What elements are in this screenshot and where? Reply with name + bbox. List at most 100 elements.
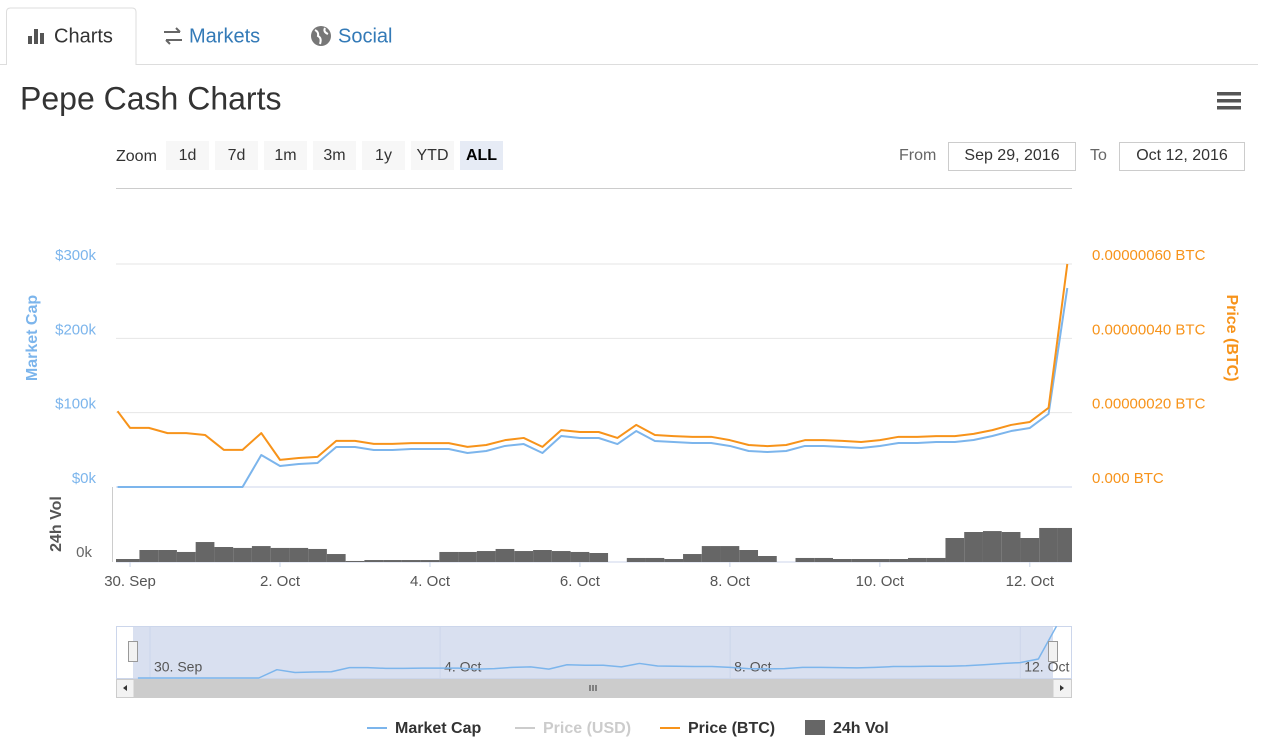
series-line — [116, 263, 1069, 461]
zoom-button-label[interactable]: 1y — [375, 147, 392, 164]
y-tick-label: $200k — [55, 321, 96, 338]
zoom-button[interactable] — [460, 141, 503, 170]
volume-bar — [383, 560, 402, 562]
x-tick-label: 10. Oct — [856, 573, 905, 590]
zoom-button-label[interactable]: 3m — [323, 147, 345, 164]
y2-tick-label: 0.000 BTC — [1092, 470, 1164, 487]
volume-bar — [364, 560, 384, 562]
page-title: Pepe Cash Charts — [20, 80, 281, 116]
zoom-button-label[interactable]: ALL — [466, 147, 497, 164]
volume-bar — [120, 559, 140, 562]
volume-bar — [701, 546, 721, 562]
x-tick-label: 4. Oct — [410, 573, 451, 590]
legend-label[interactable]: Price (USD) — [543, 720, 631, 737]
navigator-handle[interactable] — [128, 641, 138, 662]
volume-bar — [683, 554, 702, 562]
menu-button[interactable] — [1217, 92, 1241, 110]
volume-bar — [570, 551, 590, 562]
volume-bar — [926, 557, 946, 562]
volume-bar — [833, 559, 852, 562]
volume-bar — [1057, 527, 1072, 562]
zoom-label: Zoom — [116, 148, 157, 165]
active-tab[interactable] — [6, 7, 137, 65]
volume-bar — [1039, 527, 1058, 562]
y-axis-title: Market Cap — [24, 295, 41, 381]
volume-bar — [982, 531, 1002, 562]
markets-icon — [164, 27, 182, 45]
x-tick-label: 12. Oct — [1006, 573, 1055, 590]
zoom-button-label[interactable]: 1d — [179, 147, 197, 164]
volume-bar — [1001, 532, 1021, 562]
volume-bar — [870, 559, 890, 562]
volume-bar — [289, 547, 309, 562]
volume-bar — [308, 548, 327, 562]
from-input[interactable] — [948, 142, 1076, 171]
navigator-tick-label: 12. Oct — [1024, 659, 1069, 675]
volume-bar — [195, 542, 215, 562]
volume-bar — [176, 551, 196, 562]
y2-tick-label: 0.00000060 BTC — [1092, 247, 1206, 264]
zoom-button[interactable] — [264, 141, 307, 170]
legend-label[interactable]: Market Cap — [395, 720, 481, 737]
to-date[interactable]: Oct 12, 2016 — [1136, 147, 1228, 164]
volume-bar — [533, 550, 552, 562]
navigator-line — [137, 625, 1058, 679]
volume-bar — [851, 559, 871, 562]
legend-symbol — [805, 720, 825, 735]
navigator-tick-label: 4. Oct — [444, 659, 481, 675]
zoom-button[interactable] — [411, 141, 454, 170]
zoom-button-label[interactable]: 1m — [274, 147, 296, 164]
volume-bar — [889, 559, 908, 562]
volume-bar — [964, 532, 983, 562]
volume-bar — [233, 547, 252, 562]
volume-bar — [139, 550, 159, 562]
zoom-button-label[interactable]: 7d — [228, 147, 246, 164]
legend-label[interactable]: Price (BTC) — [688, 720, 775, 737]
from-label: From — [899, 147, 936, 164]
y-tick-label: $100k — [55, 396, 96, 413]
volume-bar — [720, 546, 740, 562]
volume-bar — [1020, 538, 1040, 562]
legend-label[interactable]: 24h Vol — [833, 720, 889, 737]
volume-bar — [945, 538, 965, 562]
volume-bar — [795, 557, 815, 562]
zoom-button[interactable] — [362, 141, 405, 170]
navigator-handle[interactable] — [1048, 641, 1058, 662]
volume-bar — [907, 557, 927, 562]
volume-axis-title: 24h Vol — [48, 496, 65, 552]
tab-label[interactable]: Markets — [189, 25, 260, 47]
volume-bar — [420, 560, 440, 562]
volume-bar — [645, 557, 665, 562]
volume-bar — [458, 551, 477, 562]
zoom-button-label[interactable]: YTD — [417, 147, 449, 164]
volume-bar — [158, 550, 177, 562]
zoom-button[interactable] — [215, 141, 258, 170]
y2-tick-label: 0.00000040 BTC — [1092, 321, 1206, 338]
volume-bar — [758, 556, 777, 562]
zoom-button[interactable] — [313, 141, 356, 170]
volume-bar — [401, 560, 421, 562]
series-line — [117, 287, 1069, 488]
navigator-tick-label: 8. Oct — [734, 659, 771, 675]
scrollbar-grip — [589, 685, 597, 691]
y-tick-label: $300k — [55, 247, 96, 264]
y2-axis-title: Price (BTC) — [1223, 294, 1240, 381]
zoom-button[interactable] — [166, 141, 209, 170]
volume-bar — [626, 557, 646, 562]
volume-bar — [739, 550, 759, 562]
y2-tick-label: 0.00000020 BTC — [1092, 396, 1206, 413]
volume-bar — [251, 546, 271, 562]
navigator-selection[interactable] — [133, 627, 1053, 678]
to-input[interactable] — [1119, 142, 1245, 171]
tab-label[interactable]: Charts — [54, 25, 113, 47]
volume-bar — [589, 553, 609, 562]
chart-icon — [28, 29, 44, 44]
volume-bar — [551, 551, 571, 562]
from-date[interactable]: Sep 29, 2016 — [964, 147, 1059, 164]
volume-tick-label: 0k — [76, 544, 92, 561]
x-tick-label: 2. Oct — [260, 573, 301, 590]
tab-label[interactable]: Social — [338, 25, 392, 47]
volume-bar — [476, 551, 496, 562]
y-tick-label: $0k — [72, 470, 97, 487]
